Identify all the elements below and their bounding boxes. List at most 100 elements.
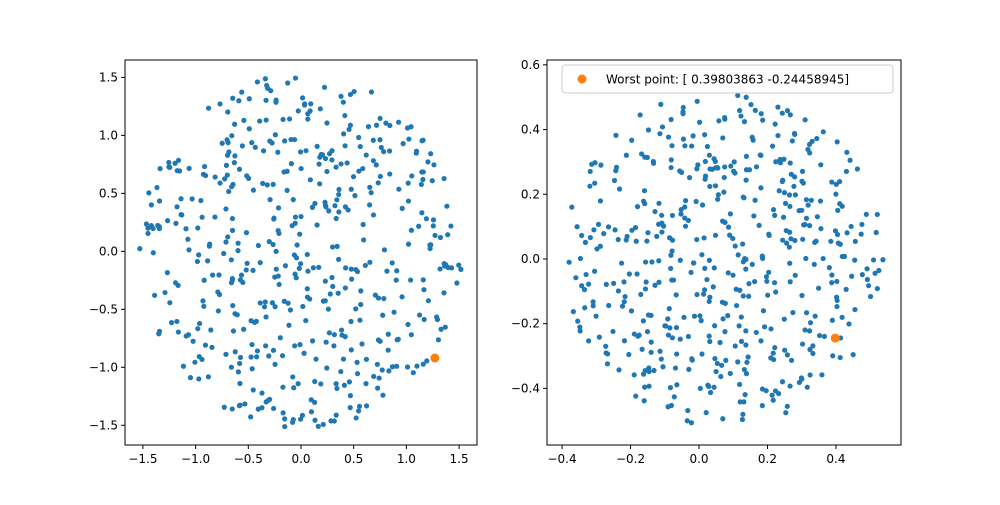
y-tick-label: −0.2 [511,317,540,331]
scatter-point [223,206,229,212]
scatter-point [257,260,263,266]
scatter-point [684,418,690,424]
scatter-point [632,225,639,231]
scatter-point [420,137,426,143]
scatter-point [346,379,353,385]
scatter-point [834,139,840,145]
scatter-point [682,223,689,229]
scatter-point [818,226,824,232]
scatter-point [248,354,254,360]
scatter-point [668,164,674,171]
scatter-point [766,231,772,237]
scatter-point [818,162,824,168]
scatter-point [756,222,762,228]
scatter-point [770,207,777,213]
scatter-point [298,261,304,267]
scatter-point [396,186,402,192]
scatter-point [796,379,803,386]
scatter-point [235,248,241,254]
scatter-point [693,198,699,205]
scatter-point [714,360,720,367]
scatter-point [758,338,764,344]
scatter-point [243,230,250,236]
scatter-point [592,180,598,186]
scatter-point [834,303,840,310]
scatter-point [408,277,414,283]
scatter-point [270,181,276,187]
scatter-point [351,88,357,95]
scatter-point [719,362,725,368]
scatter-point [254,354,260,360]
scatter-point [292,343,298,349]
scatter-point [358,288,364,294]
scatter-point [737,107,743,114]
scatter-point [165,218,171,224]
scatter-point [753,329,759,336]
scatter-point [680,111,686,117]
scatter-point [694,291,700,298]
x-tick-label: −1.0 [181,452,210,466]
scatter-point [701,287,708,293]
scatter-point [331,332,338,338]
scatter-point [430,217,437,223]
y-tick-label: −0.4 [511,381,540,395]
scatter-point [235,240,241,246]
scatter-point [166,159,172,166]
scatter-point [273,97,279,103]
scatter-point [185,236,191,242]
scatter-point [634,271,640,277]
scatter-point [216,291,223,298]
scatter-point [698,318,704,324]
y-tick-label: −0.5 [89,302,118,316]
scatter-point [167,300,173,306]
scatter-point [682,143,688,149]
scatter-point [773,159,779,165]
scatter-point [151,292,158,298]
scatter-point [799,292,805,299]
scatter-point [792,131,798,138]
scatter-point [356,168,362,174]
scatter-point [224,152,231,158]
scatter-point [648,312,654,319]
scatter-point [791,183,797,189]
scatter-point [424,358,430,364]
scatter-point [438,326,444,332]
scatter-point [665,332,672,338]
scatter-point [761,324,768,330]
scatter-point [341,131,347,137]
scatter-point [353,415,359,421]
scatter-point [669,335,676,341]
scatter-point [223,351,229,357]
scatter-point [374,361,380,367]
scatter-point [326,330,332,336]
scatter-point [667,385,674,391]
scatter-point [280,384,286,390]
scatter-point [706,333,712,339]
scatter-point [656,279,662,285]
scatter-point [712,355,718,362]
scatter-point [442,263,448,269]
scatter-point [802,117,808,123]
scatter-point [634,204,641,210]
scatter-point [454,280,460,286]
scatter-point [712,183,719,189]
scatter-point [157,166,163,172]
y-tick-label: 0.6 [521,58,540,72]
scatter-point [272,132,278,138]
scatter-point [639,346,645,352]
scatter-point [720,316,726,322]
scatter-point [782,200,789,207]
scatter-point [380,392,386,398]
scatter-point [416,312,423,318]
scatter-point [787,260,793,266]
scatter-point [673,292,679,298]
scatter-point [573,275,579,281]
scatter-point [225,109,231,115]
scatter-point [678,211,684,217]
scatter-point [792,237,798,244]
scatter-point [829,280,835,286]
scatter-point [237,360,243,367]
scatter-point [216,272,222,278]
scatter-point [721,189,727,195]
scatter-point [829,317,835,323]
